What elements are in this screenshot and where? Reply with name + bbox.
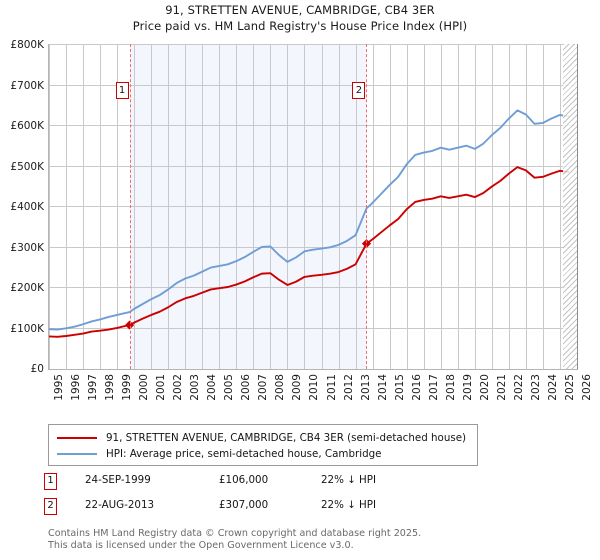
gridline-horizontal: [49, 166, 577, 167]
page-subtitle: Price paid vs. HM Land Registry's House …: [132, 19, 468, 33]
x-tick-label: 2007: [257, 374, 270, 401]
y-tick-label: £400K: [10, 201, 44, 213]
y-tick-label: £600K: [10, 120, 44, 132]
x-tick-label: 1999: [121, 374, 134, 401]
gridline-horizontal: [49, 247, 577, 248]
x-tick-label: 2008: [274, 374, 287, 401]
y-tick-label: £500K: [10, 160, 44, 173]
transaction-price: £307,000: [219, 499, 269, 511]
legend-swatch-property: [57, 437, 97, 439]
x-tick-label: 2026: [581, 374, 593, 401]
x-tick-label: 2022: [512, 374, 525, 401]
legend-label-hpi: HPI: Average price, semi-detached house,…: [106, 448, 382, 460]
x-tick-label: 2012: [342, 374, 355, 401]
x-tick-label: 2004: [206, 374, 219, 401]
footer-attribution: Contains HM Land Registry data © Crown c…: [48, 528, 588, 551]
transactions-table: 1 24-SEP-1999 £106,000 22% ↓ HPI 2 22-AUG-201…: [44, 472, 464, 522]
y-tick-label: £800K: [10, 39, 44, 51]
y-tick-label: £300K: [10, 241, 44, 254]
x-tick-label: 2003: [189, 374, 202, 401]
plot-area: [48, 44, 578, 370]
gridline-horizontal: [49, 206, 577, 207]
transaction-row: 2 22-AUG-2013 £307,000 22% ↓ HPI: [44, 497, 464, 522]
x-tick-label: 2015: [393, 374, 406, 401]
transaction-hpi-delta: 22% ↓ HPI: [321, 499, 377, 511]
legend-label-property: 91, STRETTEN AVENUE, CAMBRIDGE, CB4 3ER …: [106, 432, 467, 444]
gridline-horizontal: [49, 125, 577, 126]
x-tick-label: 2024: [546, 374, 559, 401]
x-tick-label: 2021: [495, 374, 508, 401]
x-tick-label: 2013: [359, 374, 372, 401]
x-tick-label: 2023: [529, 374, 542, 401]
y-axis-labels: £0 £100K £200K £300K £400K £500K £600K £700K £80…: [0, 39, 46, 375]
x-tick-label: 2006: [240, 374, 253, 401]
x-tick-label: 2005: [223, 374, 236, 401]
x-tick-label: 2019: [461, 374, 474, 401]
future-hatch-region: [563, 44, 577, 369]
footer-line-1: Contains HM Land Registry data © Crown c…: [48, 528, 422, 539]
y-tick-label: £100K: [10, 322, 44, 335]
x-tick-label: 1997: [87, 374, 100, 401]
event-marker-badge[interactable]: 1: [115, 82, 129, 99]
event-dashed-line: [366, 44, 368, 369]
legend-item-property: 91, STRETTEN AVENUE, CAMBRIDGE, CB4 3ER …: [57, 430, 469, 446]
x-tick-label: 2010: [308, 374, 321, 401]
x-tick-label: 1998: [104, 374, 117, 401]
x-tick-label: 2002: [172, 374, 185, 401]
series-line: [49, 166, 570, 338]
x-axis-labels: 1995 1996 1997 1998 1999 2000 2001 2002 2003 2004…: [48, 374, 593, 418]
transaction-date: 22-AUG-2013: [85, 499, 155, 511]
event-marker-badge[interactable]: 2: [352, 82, 366, 99]
y-tick-label: £0: [30, 363, 44, 375]
transaction-hpi-delta: 22% ↓ HPI: [321, 474, 377, 486]
transaction-price: £106,000: [219, 474, 269, 486]
x-tick-label: 2001: [155, 374, 168, 401]
legend-item-hpi: HPI: Average price, semi-detached house,…: [57, 446, 469, 462]
x-tick-label: 2016: [410, 374, 423, 401]
x-tick-label: 2011: [325, 374, 338, 401]
x-tick-label: 2000: [138, 374, 151, 401]
transaction-index-badge[interactable]: 1: [44, 473, 57, 490]
transaction-index-badge[interactable]: 2: [44, 498, 57, 515]
gridline-horizontal: [49, 287, 577, 288]
series-line: [49, 109, 570, 331]
chart-title-block: 91, STRETTEN AVENUE, CAMBRIDGE, CB4 3ER …: [0, 2, 600, 34]
page-title: 91, STRETTEN AVENUE, CAMBRIDGE, CB4 3ER: [165, 3, 435, 17]
transaction-date: 24-SEP-1999: [85, 474, 151, 486]
chart-legend: 91, STRETTEN AVENUE, CAMBRIDGE, CB4 3ER …: [48, 424, 478, 466]
gridline-horizontal: [49, 328, 577, 329]
legend-swatch-hpi: [57, 453, 97, 455]
x-tick-label: 1995: [53, 374, 65, 401]
x-tick-label: 2020: [478, 374, 491, 401]
x-tick-label: 2017: [427, 374, 440, 401]
y-tick-label: £200K: [10, 282, 44, 294]
x-tick-label: 2018: [444, 374, 457, 401]
y-tick-label: £700K: [10, 79, 44, 92]
gridline-horizontal: [49, 44, 577, 45]
x-tick-label: 2025: [563, 374, 576, 401]
footer-line-2: This data is licensed under the Open Gov…: [48, 539, 354, 551]
x-tick-label: 2009: [291, 374, 304, 401]
gridline-horizontal: [49, 85, 577, 86]
series-lines: [49, 109, 570, 338]
x-tick-label: 1996: [70, 374, 83, 401]
transaction-row: 1 24-SEP-1999 £106,000 22% ↓ HPI: [44, 472, 464, 497]
event-dashed-line: [129, 44, 131, 369]
x-tick-label: 2014: [376, 374, 389, 401]
